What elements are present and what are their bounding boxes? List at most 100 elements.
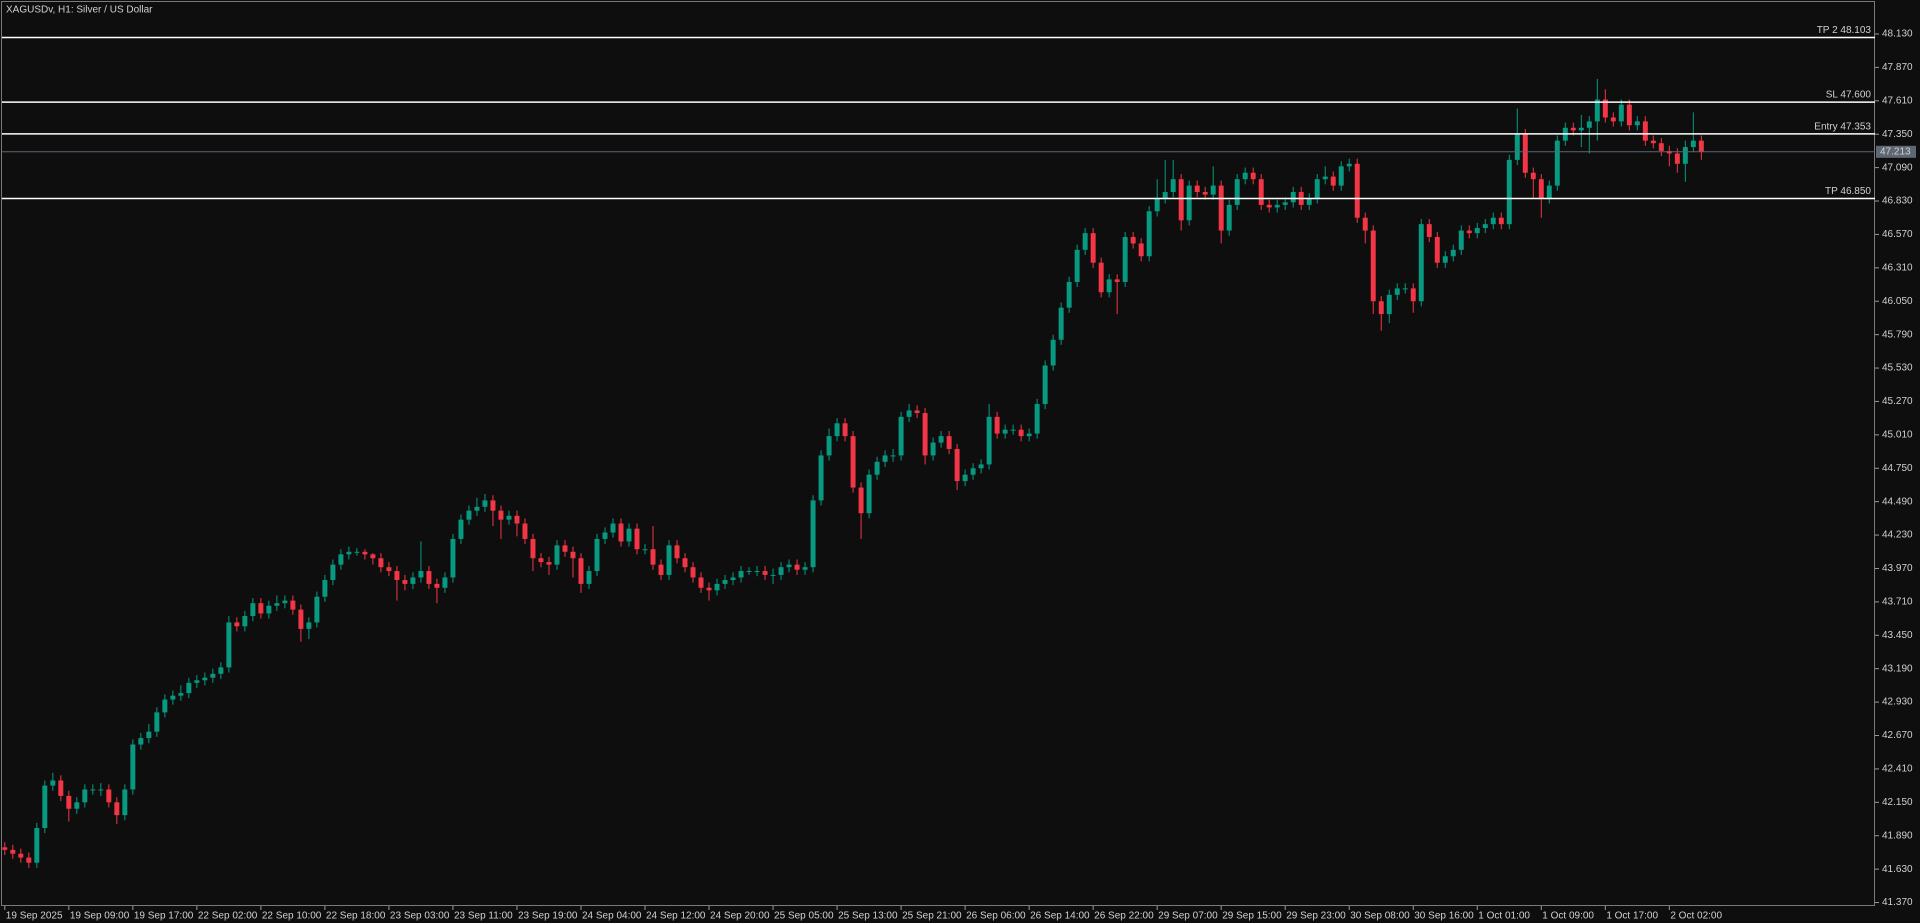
y-tick-label: 44.750 (1882, 463, 1913, 474)
candle-body (554, 545, 560, 565)
candle-body (1122, 236, 1128, 282)
x-tick-label: 1 Oct 01:00 (1478, 911, 1530, 922)
candle-body (1394, 288, 1400, 295)
candle-body (1386, 294, 1392, 315)
candle-body (1634, 121, 1640, 126)
candle-body (122, 789, 128, 816)
candle-body (1538, 179, 1544, 199)
candle-body (1234, 179, 1240, 205)
candle-body (250, 603, 256, 617)
candle-body (1002, 429, 1008, 434)
x-tick-label: 29 Sep 07:00 (1158, 911, 1218, 922)
x-tick-label: 25 Sep 13:00 (838, 911, 898, 922)
candle-body (650, 549, 656, 565)
candle-body (202, 677, 208, 681)
candle-body (922, 413, 928, 456)
candle-body (466, 510, 472, 520)
candle-body (1338, 166, 1344, 186)
candle-body (1466, 230, 1472, 234)
y-tick-label: 47.610 (1882, 95, 1913, 106)
candle-body (162, 699, 168, 713)
candle-body (722, 580, 728, 584)
x-tick-label: 26 Sep 22:00 (1094, 911, 1154, 922)
candle-body (274, 603, 280, 606)
y-tick-label: 47.350 (1882, 129, 1913, 140)
candle-body (978, 464, 984, 469)
candle-body (1194, 185, 1200, 193)
y-tick-label: 45.010 (1882, 429, 1913, 440)
candle-body (642, 549, 648, 551)
candle-body (1138, 243, 1144, 257)
x-tick-label: 23 Sep 19:00 (518, 911, 578, 922)
x-tick-label: 29 Sep 23:00 (1286, 911, 1346, 922)
candle-body (610, 523, 616, 533)
y-tick-label: 44.490 (1882, 496, 1913, 507)
candle-body (58, 780, 64, 796)
candle-body (946, 436, 952, 449)
candle-body (986, 416, 992, 465)
candle-body (698, 577, 704, 588)
candle-body (1426, 224, 1432, 237)
candle-body (522, 523, 528, 539)
candle-body (106, 789, 112, 803)
candle-body (226, 622, 232, 668)
x-tick-label: 1 Oct 17:00 (1606, 911, 1658, 922)
candle-body (378, 558, 384, 568)
candle-body (1130, 236, 1136, 244)
candle-body (666, 545, 672, 575)
candle-body (322, 580, 328, 597)
candle-body (1602, 99, 1608, 118)
candle-body (1498, 217, 1504, 225)
candle-body (1402, 288, 1408, 290)
candle-body (338, 554, 344, 565)
candle-body (1218, 185, 1224, 231)
candle-body (1506, 159, 1512, 225)
candle-body (1370, 230, 1376, 302)
candle-body (98, 789, 104, 791)
candle-body (402, 580, 408, 584)
candle-body (786, 564, 792, 568)
y-tick-label: 43.710 (1882, 597, 1913, 608)
candle-body (146, 731, 152, 739)
candle-body (570, 551, 576, 559)
candle-body (1450, 249, 1456, 257)
y-tick-label: 46.310 (1882, 262, 1913, 273)
plot-frame (1, 1, 1875, 906)
level-label: Entry 47.353 (1814, 121, 1871, 132)
candle-body (1058, 307, 1064, 340)
candle-body (1434, 236, 1440, 263)
candle-body (330, 564, 336, 581)
candle-body (74, 802, 80, 809)
candle-body (218, 667, 224, 674)
y-tick-label: 43.190 (1882, 663, 1913, 674)
candle-body (586, 571, 592, 584)
y-tick-label: 43.450 (1882, 630, 1913, 641)
candle-body (874, 461, 880, 475)
candle-body (114, 802, 120, 816)
candle-body (730, 577, 736, 581)
level-label: TP 46.850 (1825, 186, 1871, 197)
candle-body (1202, 192, 1208, 195)
candle-body (1050, 339, 1056, 366)
candle-body (1442, 256, 1448, 263)
candle-body (1242, 172, 1248, 180)
candle-body (1306, 198, 1312, 205)
candle-body (1682, 147, 1688, 164)
last-price-box (1876, 145, 1916, 158)
candle-body (1410, 288, 1416, 302)
candle-body (490, 500, 496, 511)
x-tick-label: 25 Sep 05:00 (774, 911, 834, 922)
candle-body (418, 571, 424, 578)
candle-body (770, 574, 776, 576)
candle-body (762, 571, 768, 575)
candle-body (714, 583, 720, 591)
candle-body (506, 515, 512, 520)
y-tick-label: 46.830 (1882, 196, 1913, 207)
candle-body (1114, 279, 1120, 282)
candle-body (50, 780, 56, 786)
x-tick-label: 23 Sep 11:00 (454, 911, 513, 922)
candle-body (1490, 217, 1496, 225)
y-tick-label: 42.930 (1882, 697, 1913, 708)
candle-body (962, 474, 968, 482)
